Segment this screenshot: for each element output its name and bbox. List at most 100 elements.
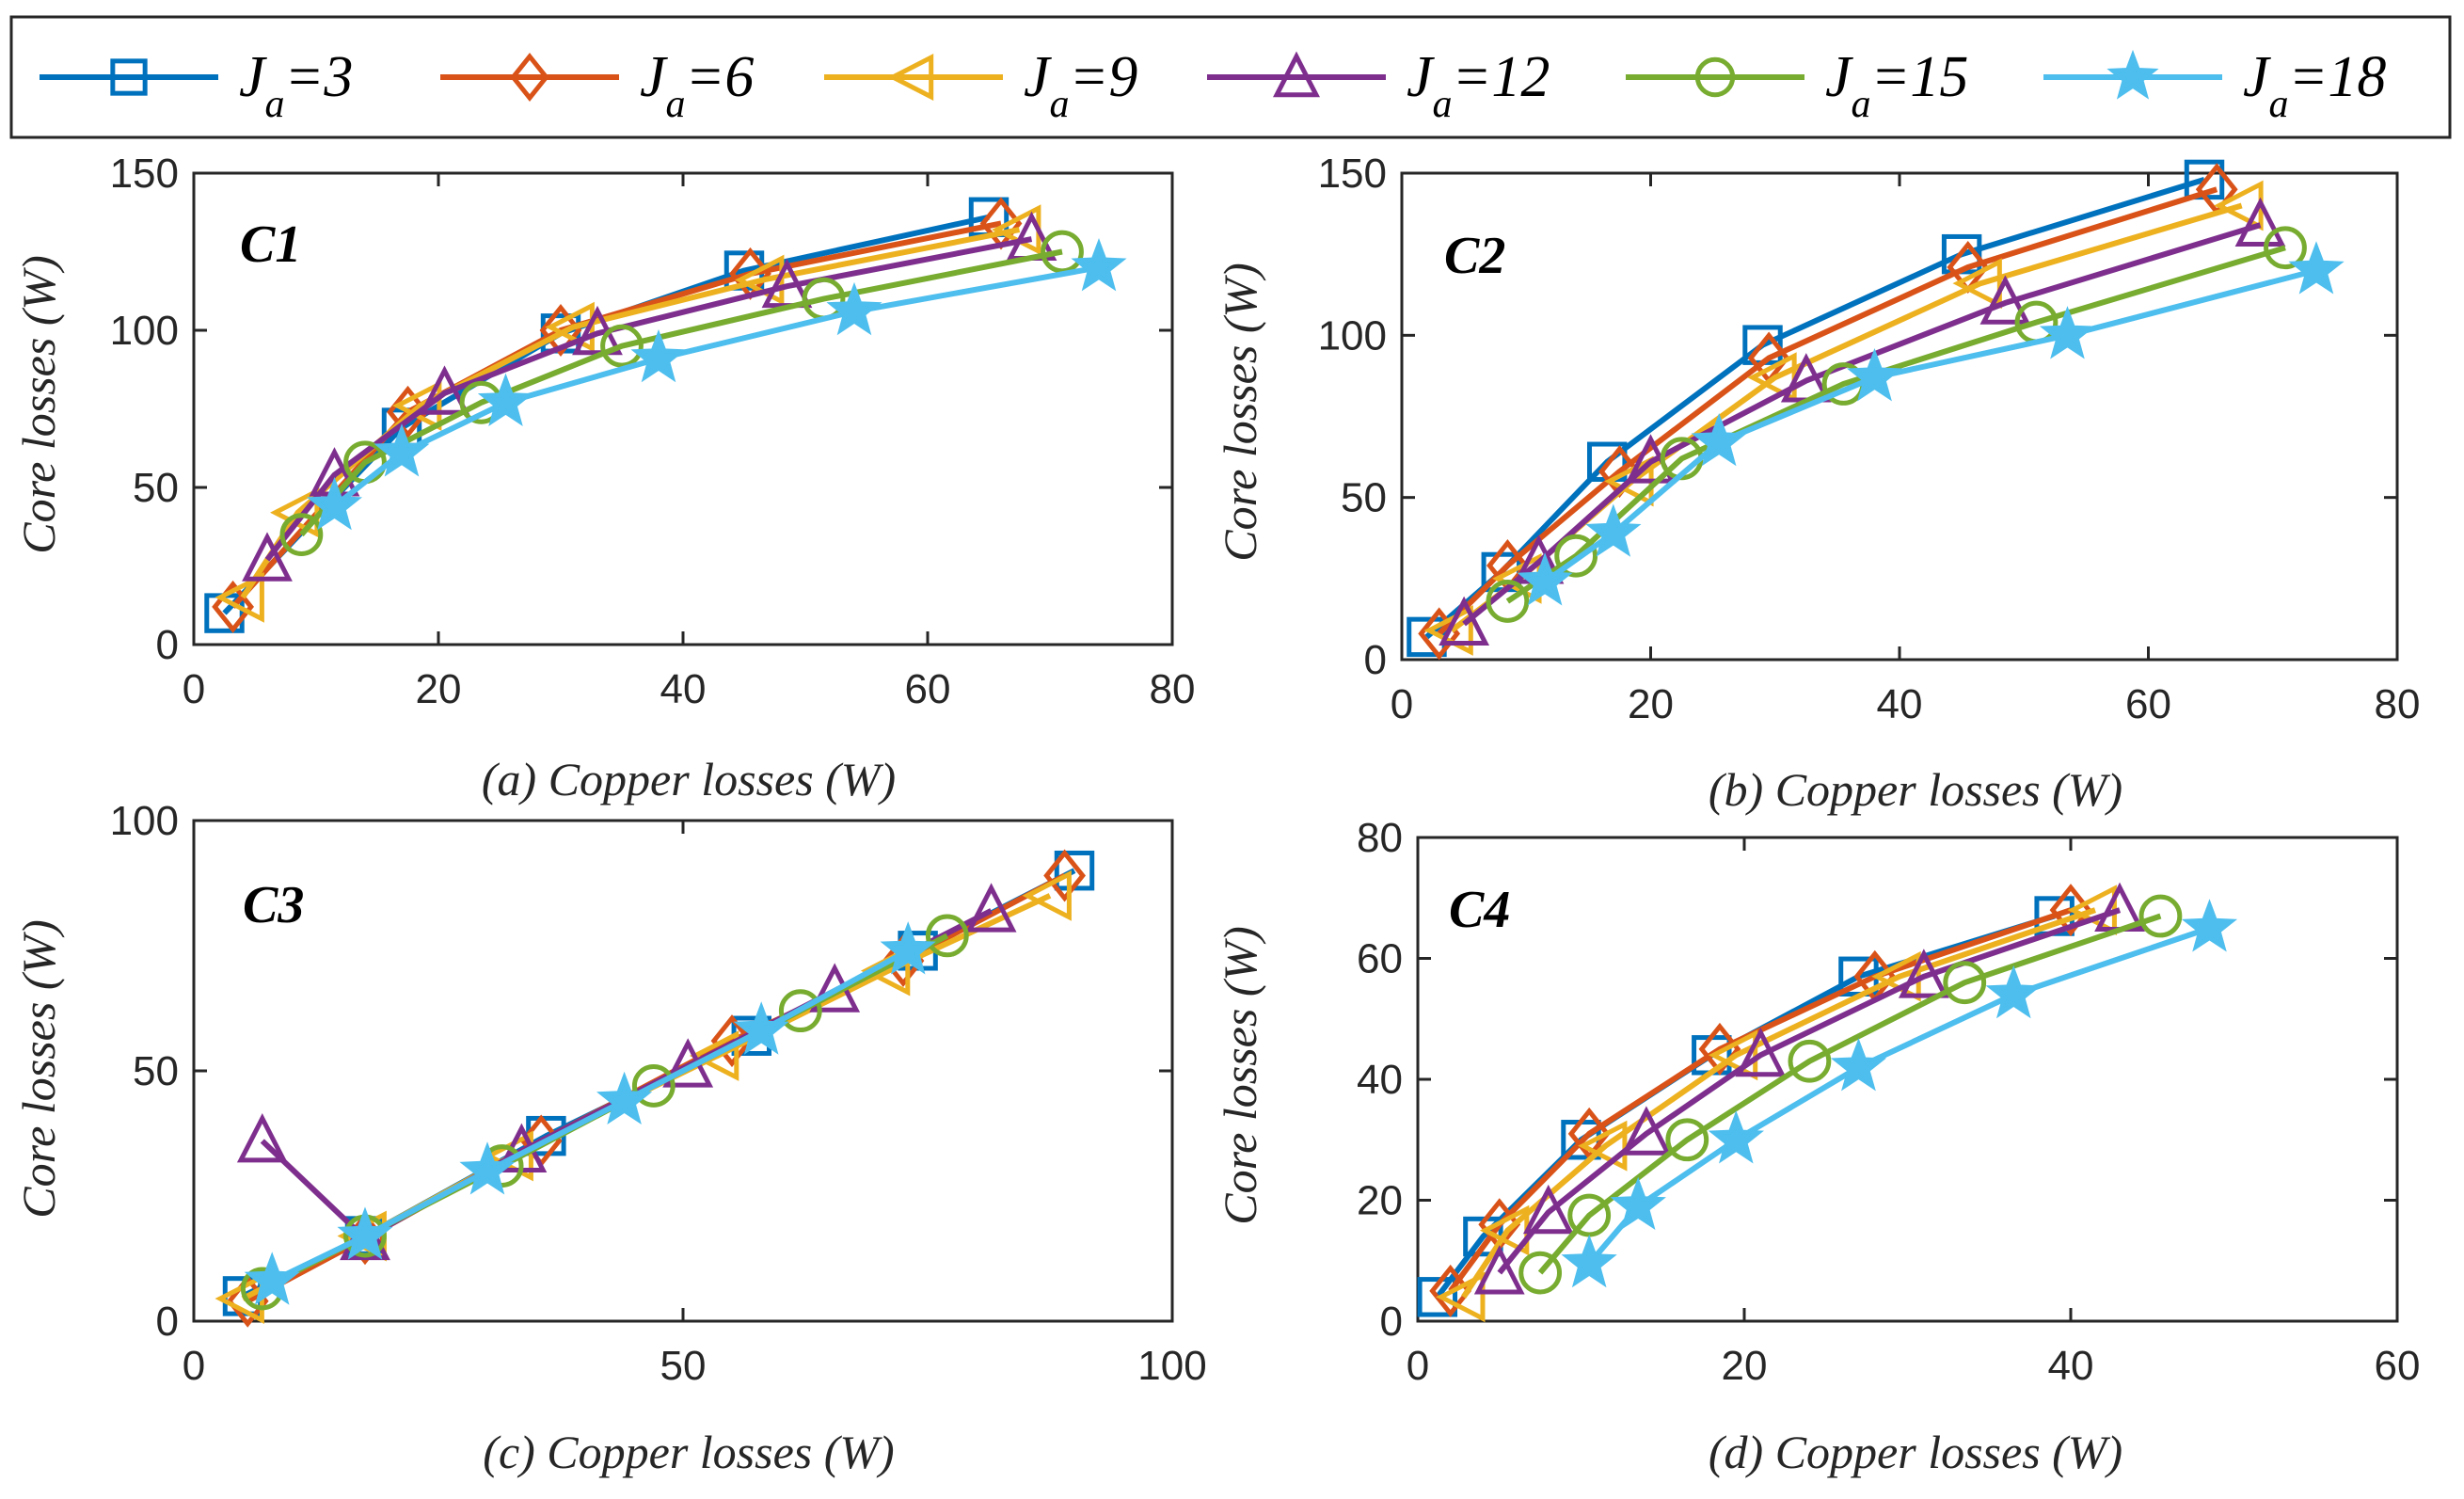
legend-label-base: J <box>1024 45 1052 109</box>
axes-frame <box>1400 171 2399 662</box>
data-point <box>1554 534 1598 578</box>
data-point <box>710 1014 754 1068</box>
series-ja-18 <box>1517 241 2345 606</box>
series-line <box>240 227 1021 599</box>
series-ja-18 <box>1561 899 2238 1288</box>
panel-tag: C4 <box>1449 881 1510 939</box>
panel-c2: 0 20 40 60 80 0 50 100 150 C2 (b) Copper losses (W… <box>1214 151 2420 816</box>
panel-c1: 0 20 40 60 80 0 50 100 150 C1 (a) Copper losses (W… <box>12 151 1195 805</box>
panel-tag: C2 <box>1444 227 1505 285</box>
legend-label: Ja=9 <box>1024 45 1137 126</box>
data-point <box>1041 230 1084 274</box>
data-point <box>1708 1110 1764 1164</box>
panel-tag: C1 <box>240 215 301 274</box>
y-tick-label: 40 <box>1357 1057 1403 1103</box>
data-point <box>242 532 293 582</box>
x-tick-label: 20 <box>1628 681 1674 727</box>
data-point <box>279 513 324 556</box>
legend-label: Ja=12 <box>1407 45 1550 126</box>
legend-item: Ja=12 <box>1207 45 1550 126</box>
series-ja-18 <box>306 238 1127 531</box>
x-axis-title: (d) Copper losses (W) <box>1709 1426 2122 1478</box>
legend-label-sub: a <box>2269 83 2289 126</box>
legend-label-base: J <box>1407 45 1435 109</box>
data-point <box>236 1113 288 1163</box>
legend-items: Ja=3 Ja=6 Ja=9 Ja=12 Ja=15 Ja=18 <box>40 45 2386 126</box>
data-point <box>2138 894 2183 938</box>
x-tick-label: 0 <box>183 666 205 712</box>
panel-c4: 0 20 40 60 0 20 40 60 80 C4 (d) Copper losses (W) C… <box>1214 815 2420 1478</box>
y-axis-title: Core losses (W) <box>1214 926 1266 1225</box>
data-point <box>1788 1039 1832 1083</box>
x-tick-label: 60 <box>905 666 951 712</box>
panel-tag: C3 <box>243 876 304 934</box>
legend-label: Ja=3 <box>239 45 353 126</box>
y-axis-title: Core losses (W) <box>12 919 65 1219</box>
data-point <box>1735 1027 1787 1077</box>
data-point <box>925 914 969 958</box>
y-tick-label: 0 <box>156 1299 179 1345</box>
data-point <box>477 373 534 426</box>
y-tick-label: 50 <box>133 1048 179 1094</box>
y-tick-label: 60 <box>1357 936 1403 982</box>
data-point <box>545 301 595 353</box>
data-point <box>1846 347 1903 402</box>
data-point <box>1486 580 1530 623</box>
data-point <box>1522 1184 1574 1235</box>
data-point <box>539 303 582 358</box>
series-line <box>299 248 1063 537</box>
data-point <box>880 921 936 975</box>
legend-item: Ja=9 <box>824 45 1137 126</box>
y-tick-label: 80 <box>1357 815 1403 861</box>
legend-item: Ja=18 <box>2043 45 2386 126</box>
legend-label-sub: a <box>265 83 285 126</box>
legend-item: Ja=15 <box>1626 45 1968 126</box>
legend-label-base: J <box>640 45 668 109</box>
x-tick-label: 80 <box>2375 681 2421 727</box>
x-tick-label: 20 <box>416 666 462 712</box>
legend-marker <box>1694 56 1736 98</box>
legend-label-sub: a <box>666 83 686 126</box>
data-point <box>1578 1120 1628 1172</box>
data-point <box>2181 899 2238 952</box>
data-point <box>600 324 644 368</box>
x-tick-label: 40 <box>1877 681 1923 727</box>
axes-frame <box>1416 836 2399 1323</box>
data-point <box>826 281 882 336</box>
data-point <box>1436 1271 1486 1323</box>
data-point <box>1610 1176 1666 1231</box>
data-point <box>733 1001 789 1055</box>
legend-label: Ja=15 <box>1825 45 1968 126</box>
x-tick-label: 80 <box>1150 666 1196 712</box>
y-tick-label: 50 <box>133 465 179 511</box>
x-tick-label: 60 <box>2125 681 2171 727</box>
data-point <box>2264 226 2307 270</box>
legend-label-sub: a <box>1050 83 1070 126</box>
data-point <box>1985 965 2042 1019</box>
data-point <box>1071 238 1127 292</box>
data-point <box>337 1206 393 1260</box>
y-tick-label: 0 <box>156 622 179 668</box>
legend-label: Ja=6 <box>640 45 754 126</box>
data-point <box>1518 1251 1563 1295</box>
y-tick-label: 150 <box>110 151 179 197</box>
data-point <box>1517 552 1573 606</box>
legend-label-base: J <box>1825 45 1853 109</box>
series-ja-15 <box>1518 894 2183 1295</box>
series-ja-15 <box>279 230 1084 556</box>
legend-item: Ja=6 <box>440 45 754 126</box>
y-tick-label: 50 <box>1341 475 1387 521</box>
data-point <box>1561 1234 1617 1288</box>
legend-label-value: =3 <box>285 45 354 109</box>
data-point <box>459 1141 516 1195</box>
data-point <box>778 989 822 1033</box>
y-tick-label: 0 <box>1380 1299 1403 1345</box>
x-tick-label: 100 <box>1137 1343 1206 1389</box>
legend-label-sub: a <box>1433 83 1453 126</box>
data-point <box>1979 275 2031 325</box>
data-point <box>2288 241 2345 295</box>
data-point <box>1473 1245 1525 1295</box>
data-point <box>1698 1022 1741 1076</box>
x-tick-label: 40 <box>2048 1343 2094 1389</box>
